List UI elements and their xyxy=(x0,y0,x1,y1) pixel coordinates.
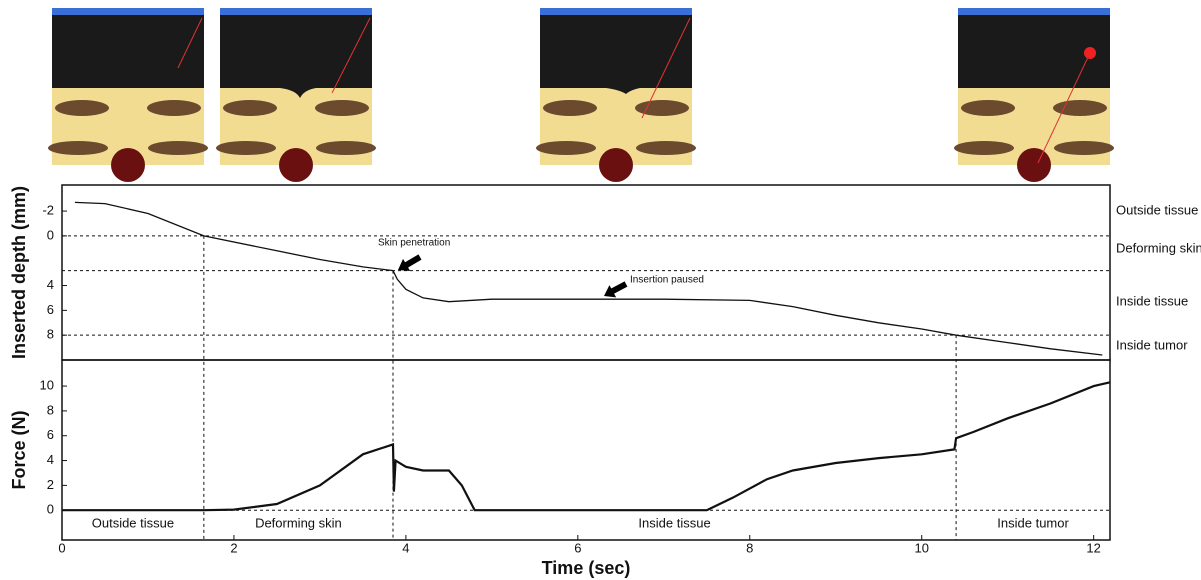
x-tick-label: 6 xyxy=(574,540,581,555)
annotation-arrowhead xyxy=(604,285,617,298)
annotation: Insertion paused xyxy=(630,275,704,286)
y-tick-label: 6 xyxy=(47,302,54,317)
region-label: Inside tissue xyxy=(1116,293,1188,308)
annotation: Skin penetration xyxy=(378,238,450,249)
region-label: Deforming skin xyxy=(255,515,342,530)
y-tick-label: 0 xyxy=(47,502,54,517)
plot-frame xyxy=(61,359,1111,541)
y-tick-label: 8 xyxy=(47,327,54,342)
thumbnail xyxy=(954,8,1114,182)
y-tick-label: 4 xyxy=(47,452,54,467)
y-tick-label: 10 xyxy=(40,378,54,393)
plot-frame xyxy=(61,184,1111,361)
y-tick-label: 2 xyxy=(47,477,54,492)
region-label: Deforming skin xyxy=(1116,240,1201,255)
data-line xyxy=(62,381,1111,512)
y-tick-label: 6 xyxy=(47,427,54,442)
y-axis-label: Force (N) xyxy=(9,410,29,489)
x-tick-label: 0 xyxy=(58,540,65,555)
y-tick-label: 4 xyxy=(47,277,54,292)
thumbnail xyxy=(48,8,208,182)
x-tick-label: 12 xyxy=(1086,540,1100,555)
data-line xyxy=(74,201,1103,356)
x-tick-label: 8 xyxy=(746,540,753,555)
x-tick-label: 10 xyxy=(914,540,928,555)
region-label: Inside tumor xyxy=(1116,337,1188,352)
region-label: Outside tissue xyxy=(1116,202,1198,217)
thumbnail xyxy=(536,8,696,182)
y-axis-label: Inserted depth (mm) xyxy=(9,186,29,359)
region-label: Inside tissue xyxy=(638,515,710,530)
annotation-arrowhead xyxy=(398,258,411,271)
region-label: Outside tissue xyxy=(92,515,174,530)
region-label: Inside tumor xyxy=(997,515,1069,530)
y-tick-label: 8 xyxy=(47,402,54,417)
y-tick-label: 0 xyxy=(47,227,54,242)
x-tick-label: 2 xyxy=(230,540,237,555)
x-axis-label: Time (sec) xyxy=(542,558,631,578)
y-tick-label: -2 xyxy=(42,203,54,218)
thumbnail xyxy=(216,8,376,182)
x-tick-label: 4 xyxy=(402,540,409,555)
